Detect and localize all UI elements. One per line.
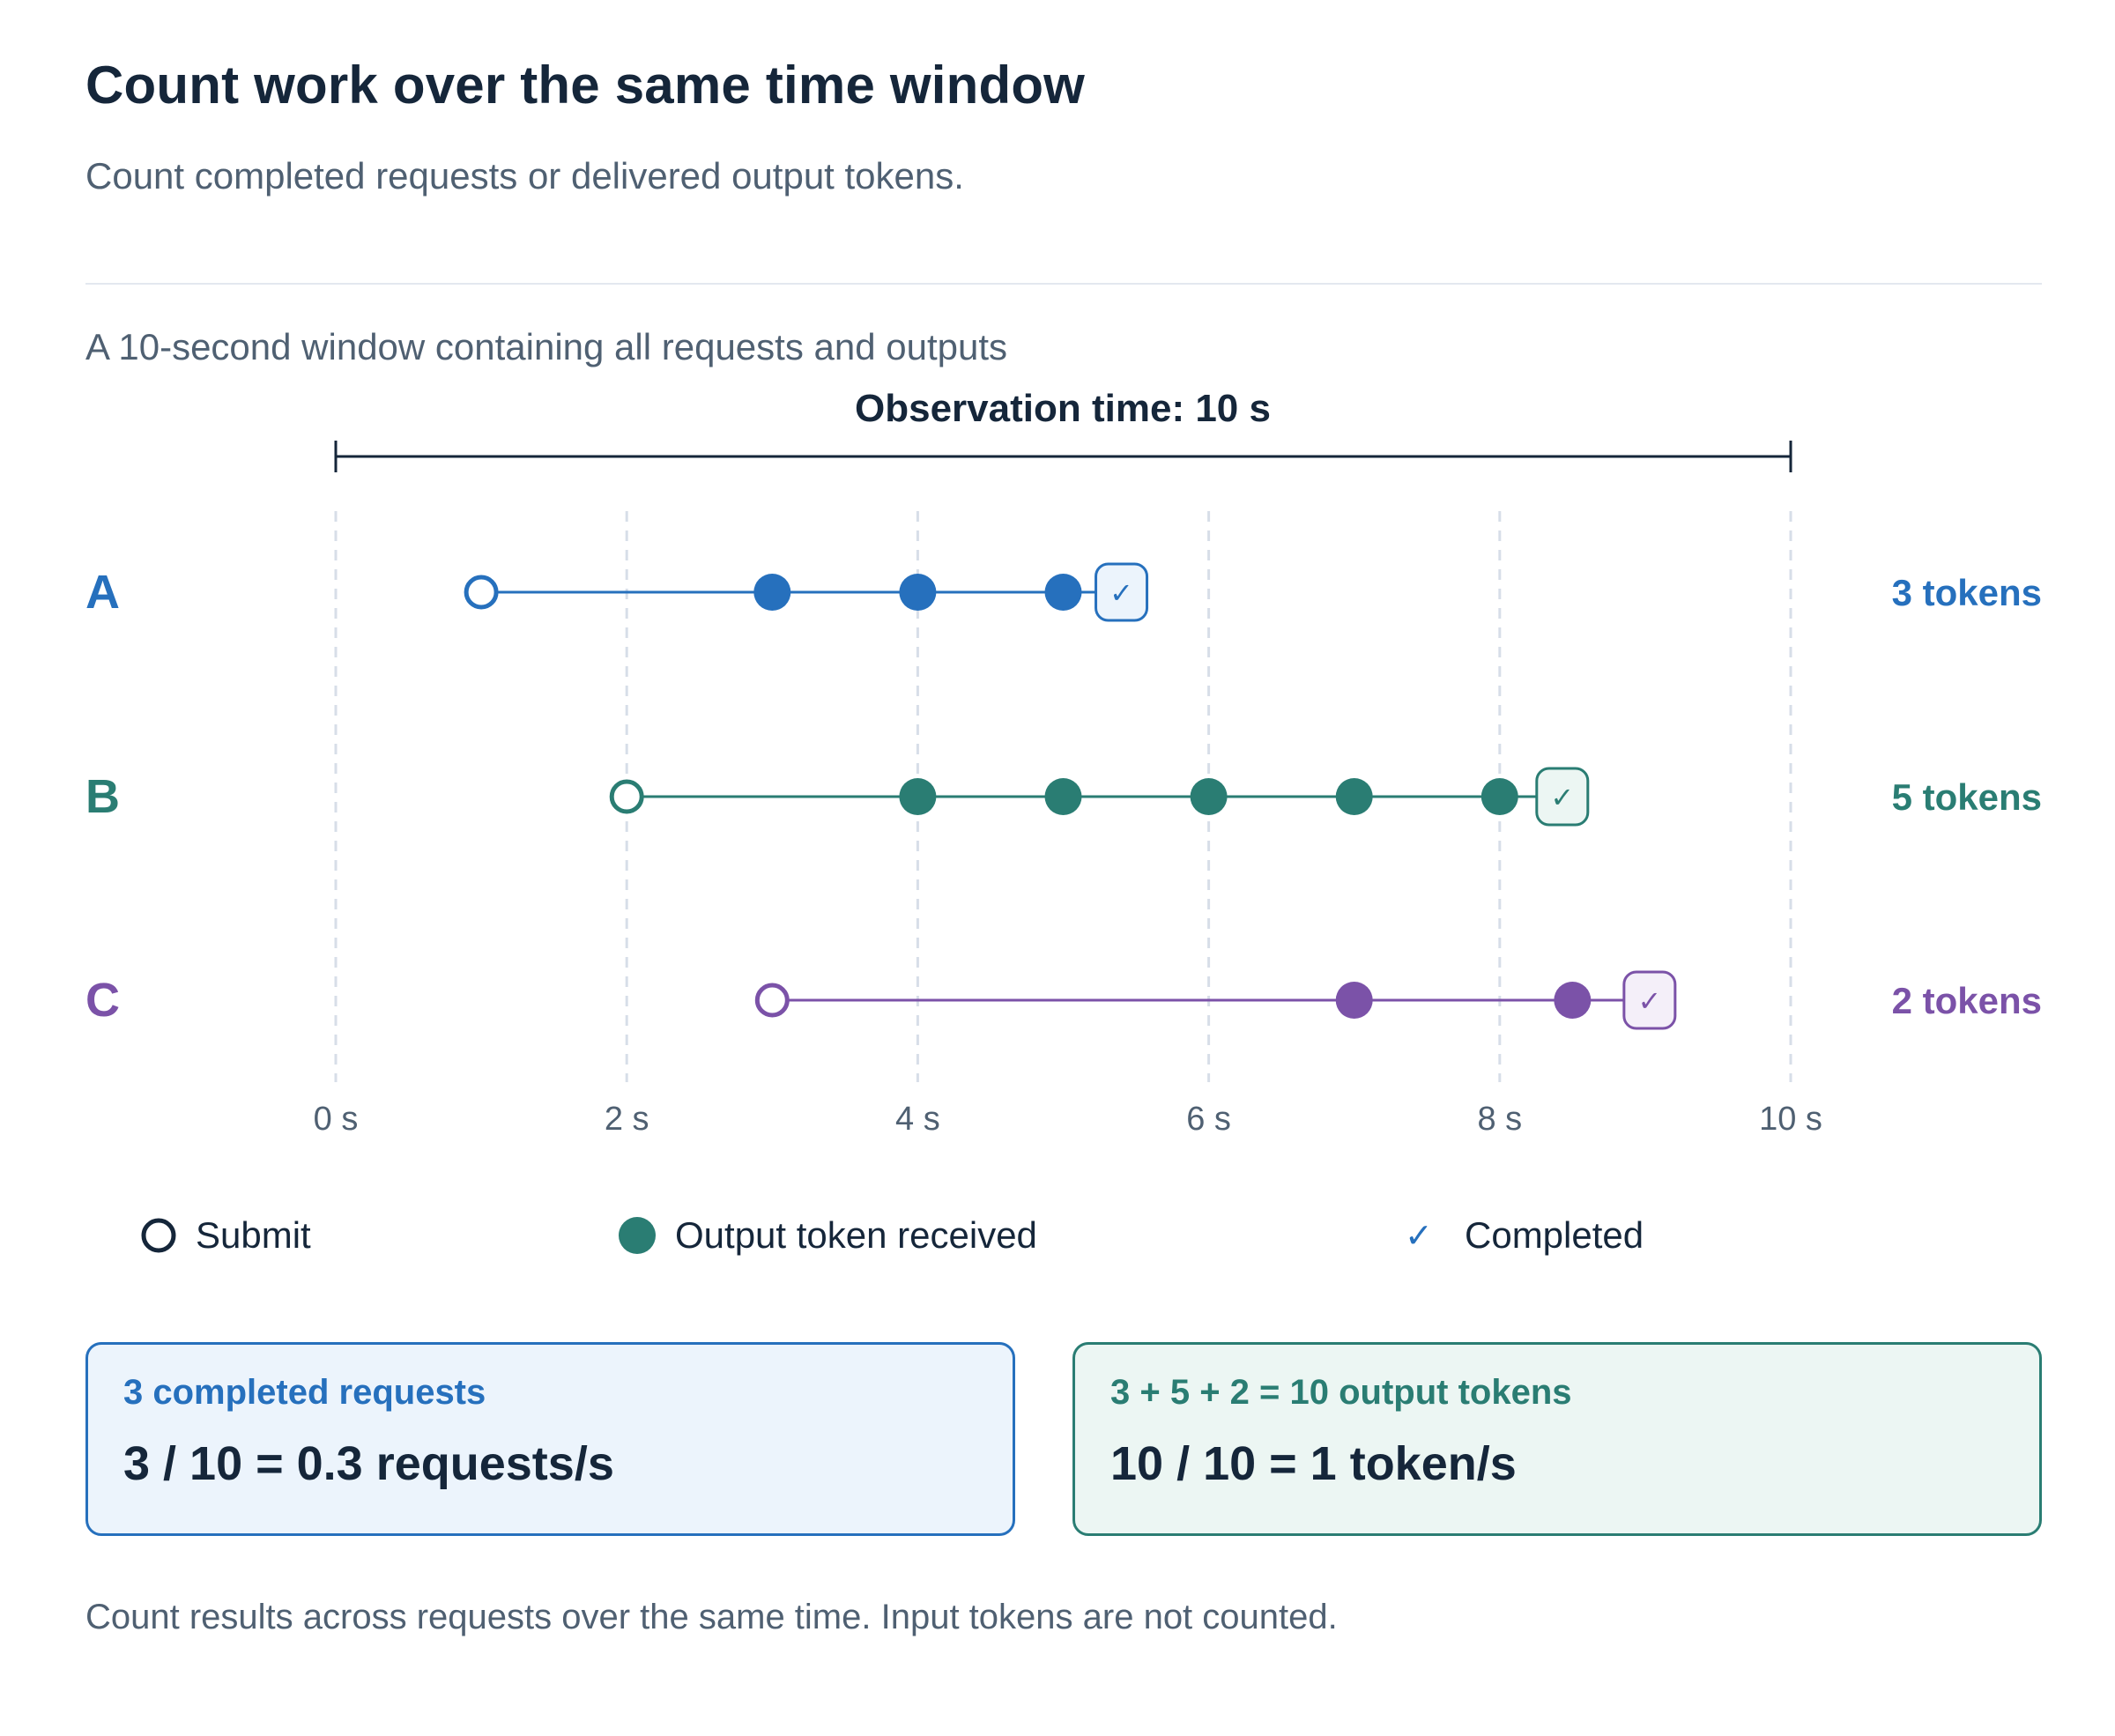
token-count-label: 5 tokens <box>1892 776 2042 818</box>
output-token-marker <box>753 574 791 611</box>
tick-label: 8 s <box>1477 1101 1522 1138</box>
checkmark-icon: ✓ <box>1637 984 1661 1018</box>
token-count-label: 2 tokens <box>1892 980 2042 1021</box>
request-row-a: A ✓ 3 tokens <box>85 562 2042 622</box>
observation-time-label: Observation time: 10 s <box>855 387 1271 430</box>
tokens-card-label: 3 + 5 + 2 = 10 output tokens <box>1110 1373 1572 1412</box>
divider <box>85 283 2042 285</box>
request-label: B <box>85 770 120 823</box>
submit-marker <box>754 983 790 1018</box>
checkmark-icon: ✓ <box>1550 781 1574 814</box>
output-token-marker <box>899 574 937 611</box>
output-token-marker <box>1190 778 1228 815</box>
completed-marker <box>1535 767 1590 827</box>
request-rows: A ✓ 3 tokens B ✓ 5 tokens C ✓ 2 tokens <box>85 562 2042 1030</box>
observation-window-bracket <box>334 441 1792 472</box>
request-label: A <box>85 566 120 619</box>
submit-marker <box>609 779 644 814</box>
requests-throughput-card: 3 completed requests 3 / 10 = 0.3 reques… <box>85 1342 1015 1536</box>
page-subtitle: Count completed requests or delivered ou… <box>85 155 964 197</box>
request-label: C <box>85 974 120 1027</box>
tick-label: 2 s <box>605 1101 649 1138</box>
output-token-marker <box>1044 778 1082 815</box>
tick-label: 10 s <box>1759 1101 1822 1138</box>
request-row-c: C ✓ 2 tokens <box>85 970 2042 1030</box>
output-token-marker <box>1335 982 1373 1019</box>
timeline-diagram: Observation time: 10 s 0 s 2 s 4 s 6 s 8 s 10… <box>85 387 2042 1138</box>
page-title: Count work over the same time window <box>85 56 1086 115</box>
checkmark-icon: ✓ <box>1405 1217 1433 1255</box>
filled-circle-icon <box>619 1217 656 1254</box>
checkmark-icon: ✓ <box>1109 576 1133 610</box>
time-gridlines <box>334 511 1792 1082</box>
open-circle-icon <box>141 1218 176 1253</box>
tokens-card-value: 10 / 10 = 1 token/s <box>1110 1437 1517 1490</box>
tick-label: 6 s <box>1186 1101 1231 1138</box>
footer-note: Count results across requests over the s… <box>85 1598 1338 1636</box>
output-token-marker <box>1335 778 1373 815</box>
submit-marker <box>464 575 499 610</box>
token-count-label: 3 tokens <box>1892 572 2042 613</box>
requests-card-label: 3 completed requests <box>123 1373 486 1412</box>
time-axis-labels: 0 s 2 s 4 s 6 s 8 s 10 s <box>314 1101 1822 1138</box>
completed-marker <box>1095 562 1149 622</box>
tokens-throughput-card: 3 + 5 + 2 = 10 output tokens 10 / 10 = 1… <box>1072 1342 2042 1536</box>
output-token-marker <box>1044 574 1082 611</box>
output-token-marker <box>1480 778 1518 815</box>
output-token-marker <box>899 778 937 815</box>
tick-label: 0 s <box>314 1101 359 1138</box>
output-token-marker <box>1554 982 1592 1019</box>
tick-label: 4 s <box>895 1101 940 1138</box>
legend-completed-label: Completed <box>1465 1214 1644 1256</box>
legend-submit-label: Submit <box>196 1214 311 1256</box>
legend-completed: ✓ Completed <box>1405 1209 1644 1262</box>
completed-marker <box>1622 970 1677 1030</box>
request-row-b: B ✓ 5 tokens <box>85 767 2042 827</box>
legend-submit: Submit <box>139 1209 311 1262</box>
legend-output-token: Output token received <box>617 1209 1037 1262</box>
requests-card-value: 3 / 10 = 0.3 requests/s <box>123 1437 614 1490</box>
timeline-caption: A 10-second window containing all reques… <box>85 326 1008 367</box>
legend-output-token-label: Output token received <box>675 1214 1037 1256</box>
